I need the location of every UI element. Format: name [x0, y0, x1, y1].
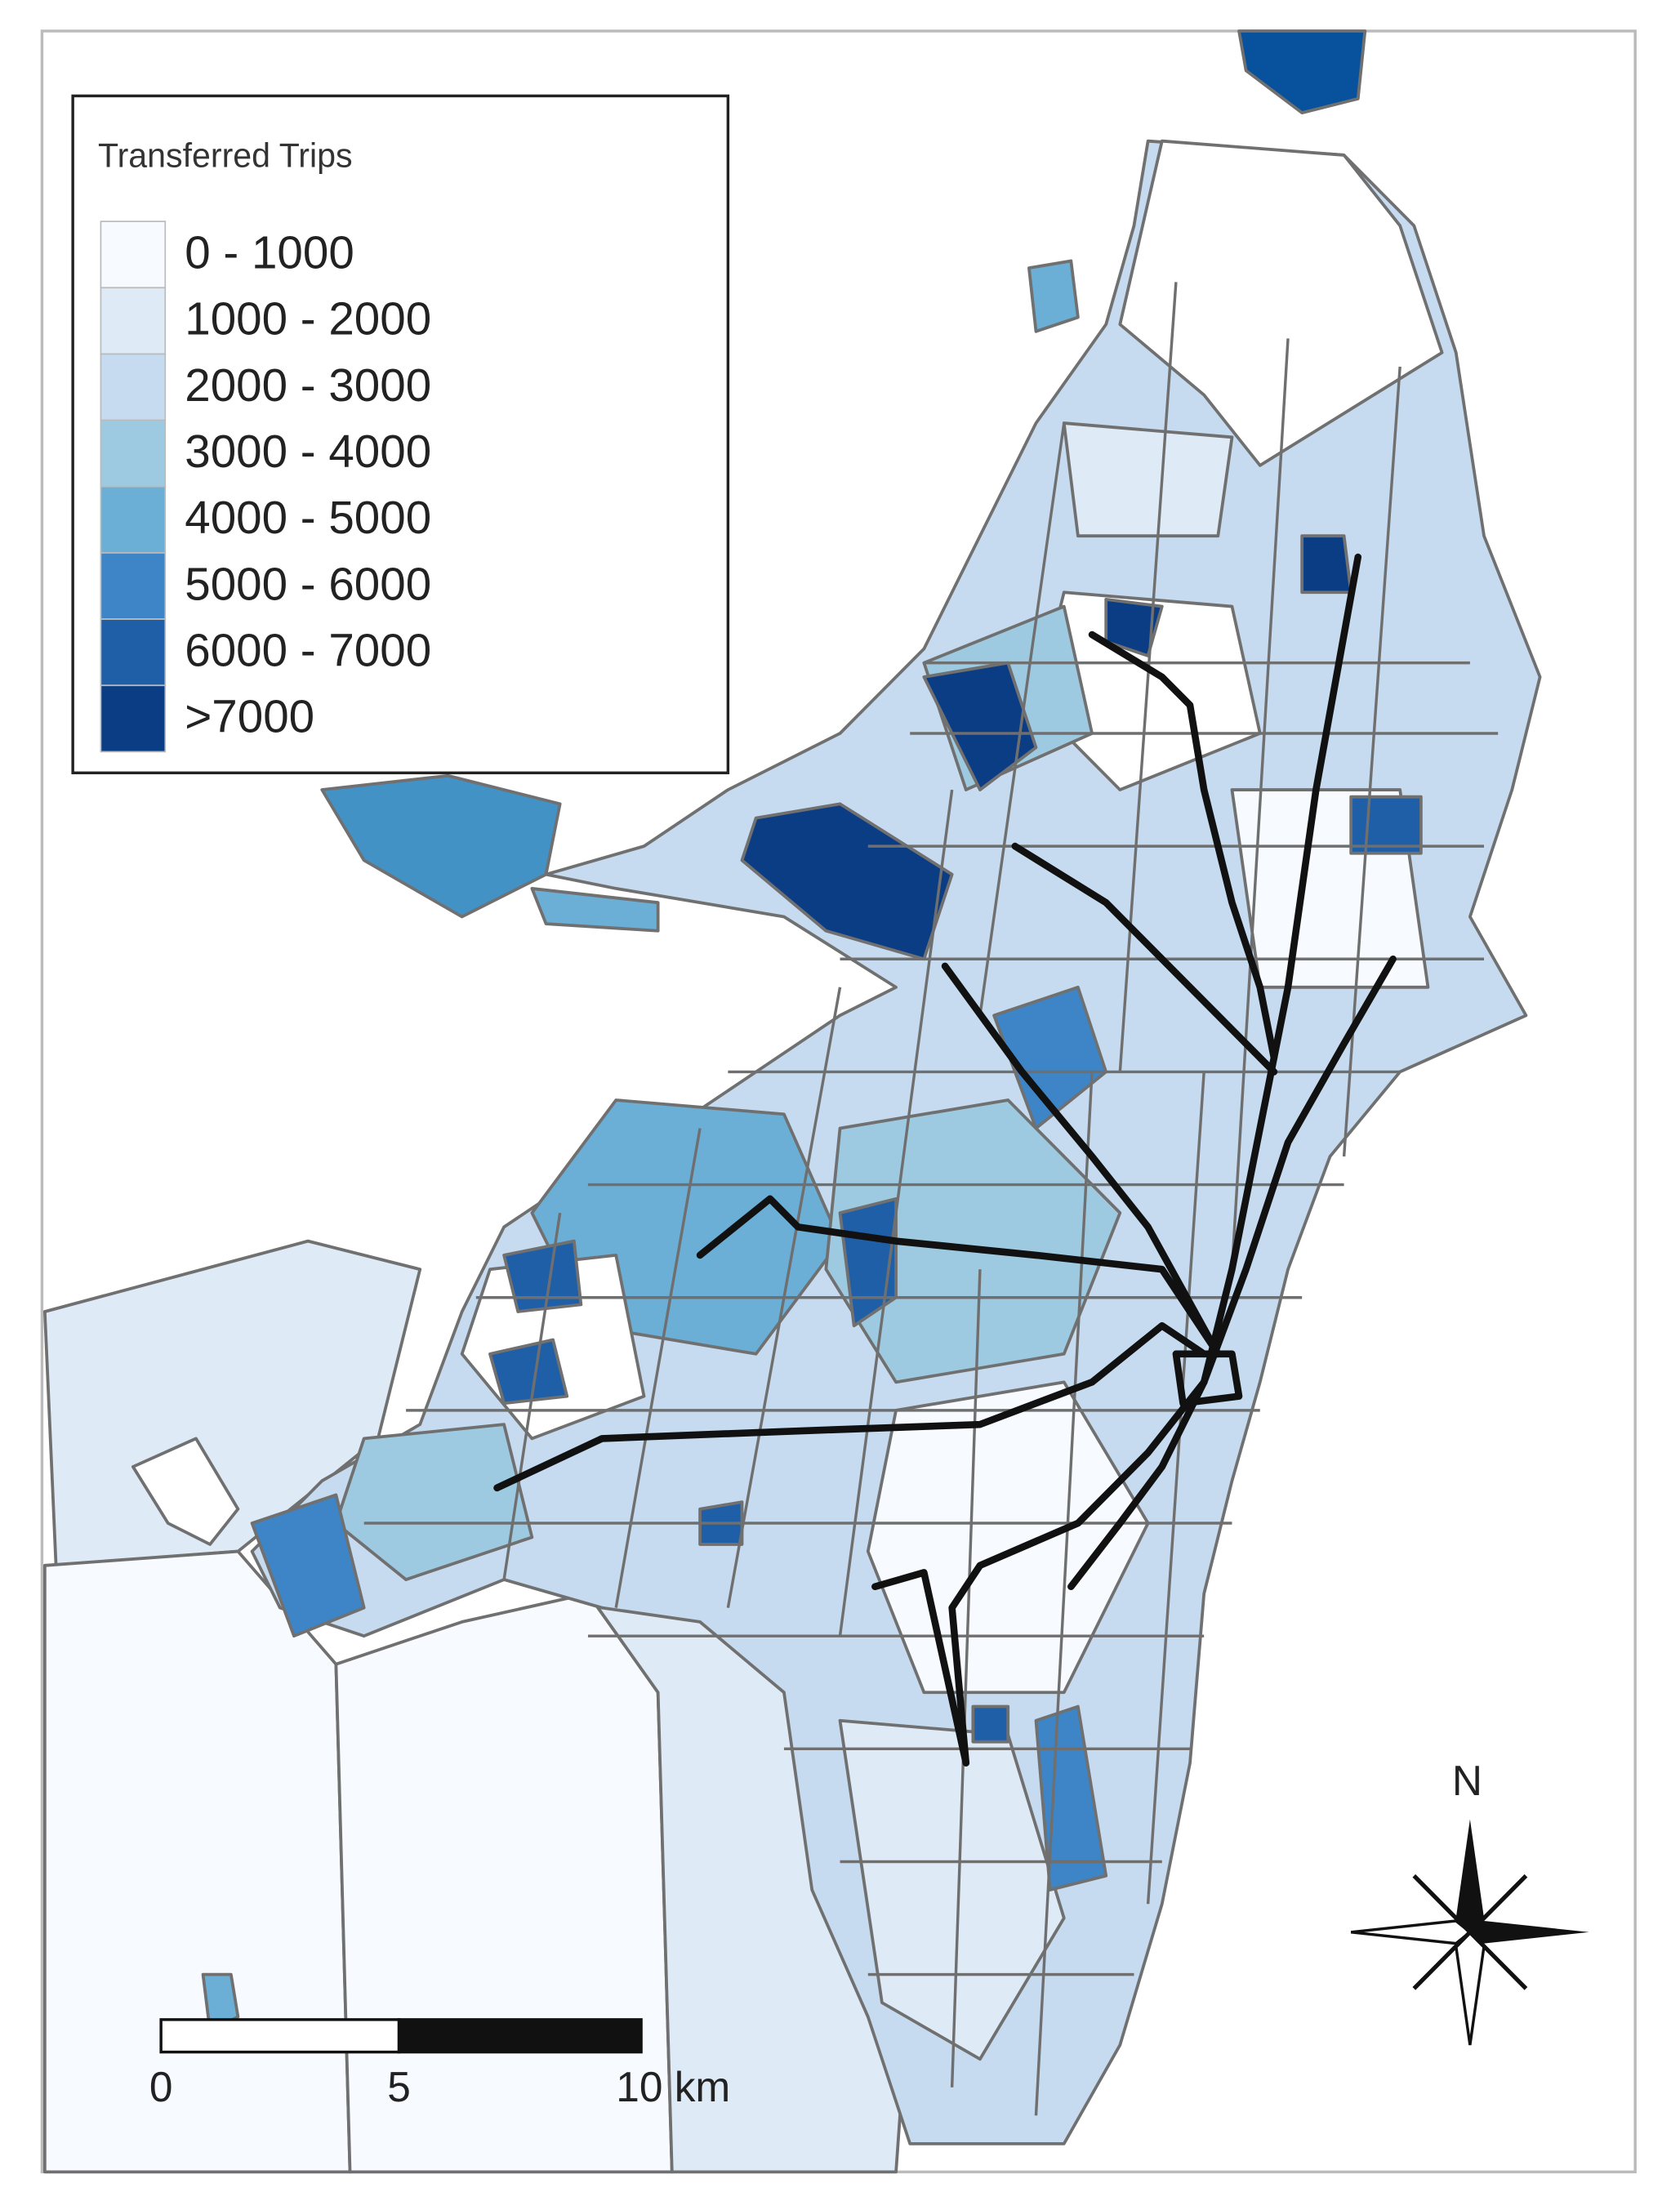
tract [824, 1098, 1122, 1384]
tract [1062, 421, 1234, 538]
region [1027, 259, 1080, 333]
transit-line [1172, 1350, 1243, 1407]
legend-swatch [100, 552, 167, 620]
scale-label: 5 [387, 2063, 411, 2110]
transit-line [696, 1195, 1222, 1358]
transit-line [948, 955, 1397, 1767]
transit-line [871, 1569, 970, 1767]
city-tracts [250, 139, 1542, 2145]
legend-label: 3000 - 4000 [185, 426, 431, 478]
region [131, 1437, 240, 1546]
scale-bar: 0 5 10 km [149, 2018, 730, 2110]
legend-label: 1000 - 2000 [185, 293, 431, 345]
tract [1118, 139, 1444, 467]
region [201, 1972, 240, 2033]
legend-label: >7000 [185, 691, 314, 742]
legend-swatch [100, 618, 167, 687]
legend-swatch [100, 684, 167, 753]
tract [922, 661, 1038, 791]
tract [971, 1704, 1010, 1744]
legend-box [71, 94, 730, 775]
legend-swatch [100, 485, 167, 554]
legend-title: Transferred Trips [98, 136, 353, 174]
tract [502, 1239, 583, 1313]
scale-label: 10 km [616, 2063, 730, 2110]
transit-line [493, 1321, 1208, 1492]
transit-line [1067, 1379, 1208, 1591]
north-pointer [1455, 1819, 1485, 1932]
tract [866, 1380, 1150, 1695]
transit-line [1088, 630, 1278, 1062]
north-label: N [1452, 1757, 1482, 1804]
scale-segment [159, 2018, 401, 2054]
east-pointer [1469, 1920, 1589, 1944]
transit-line [941, 962, 1222, 1358]
tract [1104, 598, 1164, 657]
legend-swatch [100, 221, 167, 289]
scale-label: 0 [149, 2063, 173, 2110]
legend-label: 4000 - 5000 [185, 492, 431, 544]
legend-swatch [100, 287, 167, 355]
diagonal-pointers [1412, 1874, 1528, 1990]
legend-label: 6000 - 7000 [185, 625, 431, 676]
transit-lines [493, 553, 1397, 1767]
tract-grid [363, 282, 1499, 2116]
legend-swatch [100, 353, 167, 421]
legend-label: 5000 - 6000 [185, 559, 431, 610]
outer-regions [42, 29, 1367, 2174]
transit-line [1011, 842, 1278, 1076]
region [1237, 29, 1367, 115]
tract [1300, 534, 1353, 595]
tract [250, 1493, 366, 1638]
legend-swatch [100, 419, 167, 488]
tract [530, 887, 660, 933]
legend-label: 2000 - 3000 [185, 360, 431, 412]
legend: Transferred Trips 0 - 1000 1000 - 2000 200… [71, 94, 730, 775]
north-arrow: N [1350, 1757, 1589, 2046]
tract [488, 1338, 569, 1406]
region [42, 1549, 352, 2174]
tract [1034, 1704, 1108, 1891]
legend-label: 0 - 1000 [185, 227, 354, 278]
scale-segment [397, 2018, 643, 2054]
